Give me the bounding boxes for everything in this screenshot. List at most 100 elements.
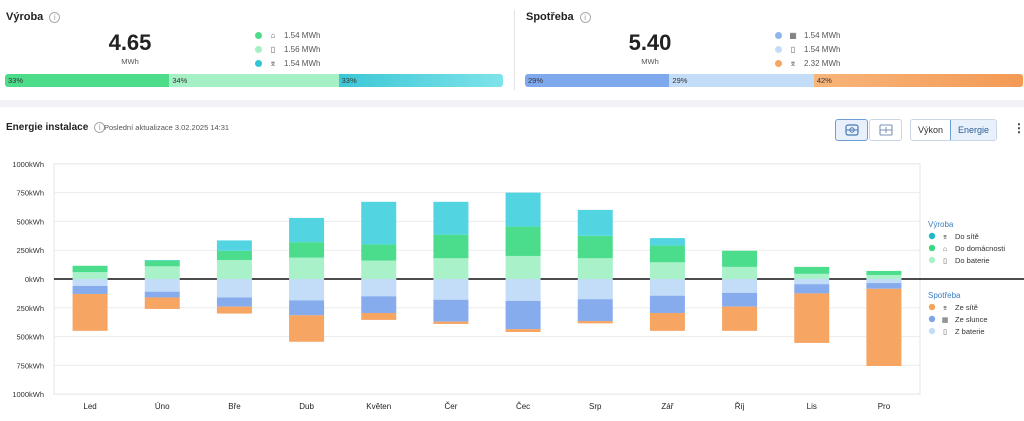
- energy-title-text: Energie instalace: [6, 122, 89, 133]
- consumption-bar-segment: [505, 329, 541, 332]
- x-tick-label: Úno: [155, 402, 170, 411]
- x-tick-label: Pro: [878, 402, 891, 411]
- production-legend-row: ⌂ 1.54 MWh: [255, 28, 320, 42]
- consumption-title-text: Spotřeba: [526, 11, 574, 23]
- last-updated: Poslední aktualizace 3.02.2025 14:31: [104, 123, 230, 132]
- production-bar-segment: [361, 201, 397, 245]
- x-tick-label: Květen: [366, 402, 391, 411]
- legend-dot: [255, 45, 262, 53]
- production-bar-segment: [72, 265, 108, 273]
- production-bar-segment: [144, 266, 180, 279]
- legend-value: 1.54 MWh: [804, 30, 841, 40]
- production-bar-segment: [361, 260, 397, 279]
- pylon-icon: ⌆: [942, 305, 948, 312]
- x-tick-label: Srp: [589, 402, 602, 411]
- production-bar-segment: [144, 259, 180, 261]
- x-tick-label: Čer: [444, 402, 457, 411]
- consumption-bar-segment: [649, 295, 685, 313]
- consumption-bar-segment: [722, 279, 758, 293]
- consumption-bar-segment: [577, 279, 613, 300]
- legend-label: Do sítě: [955, 232, 979, 241]
- solar-panel-icon: ▦: [942, 317, 949, 324]
- x-tick-label: Říj: [735, 402, 745, 411]
- consumption-bar-segment: [72, 285, 108, 294]
- legend-value: 1.56 MWh: [284, 44, 321, 54]
- consumption-bar: 29% 29% 42%: [525, 74, 1023, 87]
- consumption-legend-row: ⌆ 2.32 MWh: [775, 56, 840, 70]
- legend-label: Do domácnosti: [955, 244, 1005, 253]
- consumption-bar-segment: [866, 283, 902, 289]
- info-icon[interactable]: i: [94, 122, 106, 133]
- view-chart-button[interactable]: [835, 119, 868, 141]
- chart-view-icon: [844, 124, 859, 136]
- info-icon[interactable]: i: [579, 11, 591, 23]
- consumption-legend-row: ▦ 1.54 MWh: [775, 28, 840, 42]
- production-bar-segment: [289, 217, 325, 243]
- legend-label: Z baterie: [955, 327, 985, 336]
- card-divider: [514, 10, 515, 90]
- production-bar-segment: [505, 226, 541, 256]
- consumption-bar-segment: [361, 279, 397, 297]
- production-bar-segment: [722, 250, 758, 267]
- consumption-bar-segment: [216, 297, 252, 307]
- production-unit: MWh: [121, 57, 139, 66]
- y-tick-label: 0kWh: [25, 275, 44, 284]
- consumption-bar-segment: [722, 292, 758, 307]
- consumption-bar-segment: [289, 279, 325, 301]
- production-bar-segment: [577, 209, 613, 236]
- production-bar-segment: [505, 255, 541, 279]
- consumption-title: Spotřeba i: [526, 11, 591, 23]
- legend-dot: [255, 59, 262, 67]
- energy-title: Energie instalace i: [6, 122, 106, 133]
- consumption-bar-segment: [505, 300, 541, 330]
- consumption-bar-segment: [72, 293, 108, 331]
- energy-panel: Energie instalace i Poslední aktualizace…: [0, 107, 1024, 421]
- legend-dot: [255, 31, 262, 39]
- legend-label: Ze slunce: [955, 315, 988, 324]
- consumption-bar-segment: [866, 288, 902, 366]
- consumption-bar-segment: [72, 279, 108, 286]
- legend-value: 1.54 MWh: [804, 44, 841, 54]
- consumption-bar-segment: [577, 321, 613, 324]
- production-bar-segment: [144, 260, 180, 267]
- production-bar-segment: [649, 245, 685, 263]
- production-bar-segment: [866, 274, 902, 279]
- consumption-bar-segment: [722, 306, 758, 331]
- info-icon[interactable]: i: [49, 11, 61, 23]
- production-title-text: Výroba: [6, 11, 44, 23]
- house-icon: ⌂: [943, 246, 947, 253]
- legend-label: Ze sítě: [955, 303, 978, 312]
- production-legend-row: ▯ 1.56 MWh: [255, 42, 320, 56]
- x-tick-label: Lis: [807, 402, 817, 411]
- consumption-bar-segment: [144, 279, 180, 292]
- production-legend-row: ⌆ 1.54 MWh: [255, 56, 320, 70]
- production-title: Výroba i: [6, 11, 61, 23]
- production-bar-segment: 34%: [169, 74, 339, 87]
- y-tick-label: 1000kWh: [12, 160, 44, 169]
- tab-energie[interactable]: Energie: [950, 120, 997, 140]
- legend-dot: [928, 315, 936, 323]
- more-menu-icon[interactable]: ⋮: [1013, 121, 1024, 135]
- production-legend: ⌂ 1.54 MWh ▯ 1.56 MWh ⌆ 1.54 MWh: [255, 28, 320, 70]
- consumption-unit: MWh: [641, 57, 659, 66]
- y-tick-label: 750kWh: [16, 361, 44, 370]
- production-bar-segment: [433, 258, 469, 279]
- production-bar-segment: [577, 258, 613, 279]
- pylon-icon: ⌆: [269, 58, 277, 68]
- legend-value: 1.54 MWh: [284, 58, 321, 68]
- x-tick-label: Dub: [299, 402, 314, 411]
- legend-label: Do baterie: [955, 256, 990, 265]
- production-bar-segment: [722, 266, 758, 279]
- consumption-bar-segment: 29%: [669, 74, 814, 87]
- production-bar-segment: [289, 257, 325, 279]
- legend-dot: [928, 327, 936, 335]
- y-tick-label: 500kWh: [16, 333, 44, 342]
- consumption-bar-segment: [433, 279, 469, 300]
- view-split-button[interactable]: [869, 119, 902, 141]
- consumption-bar-segment: [649, 312, 685, 331]
- production-bar-segment: [433, 234, 469, 259]
- production-bar-segment: [505, 192, 541, 227]
- production-bar-segment: [216, 240, 252, 251]
- tab-vykon[interactable]: Výkon: [918, 125, 944, 135]
- legend-dot: [775, 31, 782, 39]
